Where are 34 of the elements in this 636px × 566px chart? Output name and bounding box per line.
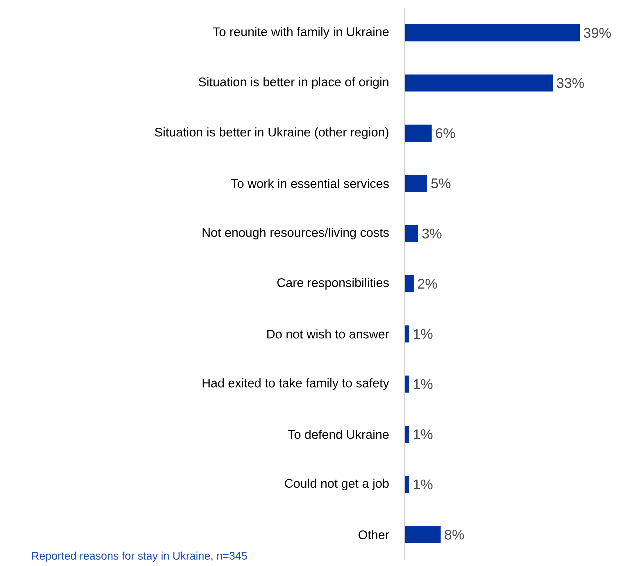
data-label: 1%: [414, 379, 433, 390]
data-label: 2%: [418, 279, 438, 289]
bar: [405, 476, 410, 494]
y-tick-label: Other: [358, 530, 390, 540]
data-label: 1%: [414, 430, 433, 440]
data-label: 3%: [422, 228, 442, 239]
y-tick-label: Situation is better in Ukraine (other region): [155, 128, 389, 140]
data-label: 1%: [414, 480, 433, 490]
y-tick-label: Not enough resources/living costs: [202, 228, 389, 240]
data-label: 33%: [557, 78, 584, 88]
y-tick-label: Had exited to take family to safety: [202, 378, 390, 390]
y-tick-label: To reunite with family in Ukraine: [213, 27, 389, 39]
data-label: 6%: [436, 128, 456, 138]
bar: [405, 376, 410, 393]
bar: [405, 124, 432, 142]
y-tick-label: Do not wish to answer: [268, 330, 390, 339]
y-tick-label: Care responsibilities: [278, 278, 389, 290]
data-label: 1%: [414, 329, 433, 340]
bar: [405, 426, 410, 444]
bar: [405, 74, 554, 92]
data-label: 8%: [445, 530, 464, 540]
bar: [405, 175, 428, 192]
bar: [405, 225, 418, 242]
data-label: 5%: [432, 178, 451, 189]
y-tick-label: Could not get a job: [285, 478, 389, 491]
bar: [405, 275, 414, 293]
bar: [405, 24, 580, 42]
y-tick-label: To defend Ukraine: [288, 430, 389, 440]
bar: [405, 526, 441, 544]
text: Reported reasons for stay in Ukraine, n=345: [32, 552, 248, 562]
y-tick-label: To work in essential services: [231, 179, 389, 188]
y-tick-label: Situation is better in place of origin: [198, 77, 389, 90]
bar: [405, 326, 410, 343]
data-label: 39%: [584, 28, 612, 38]
